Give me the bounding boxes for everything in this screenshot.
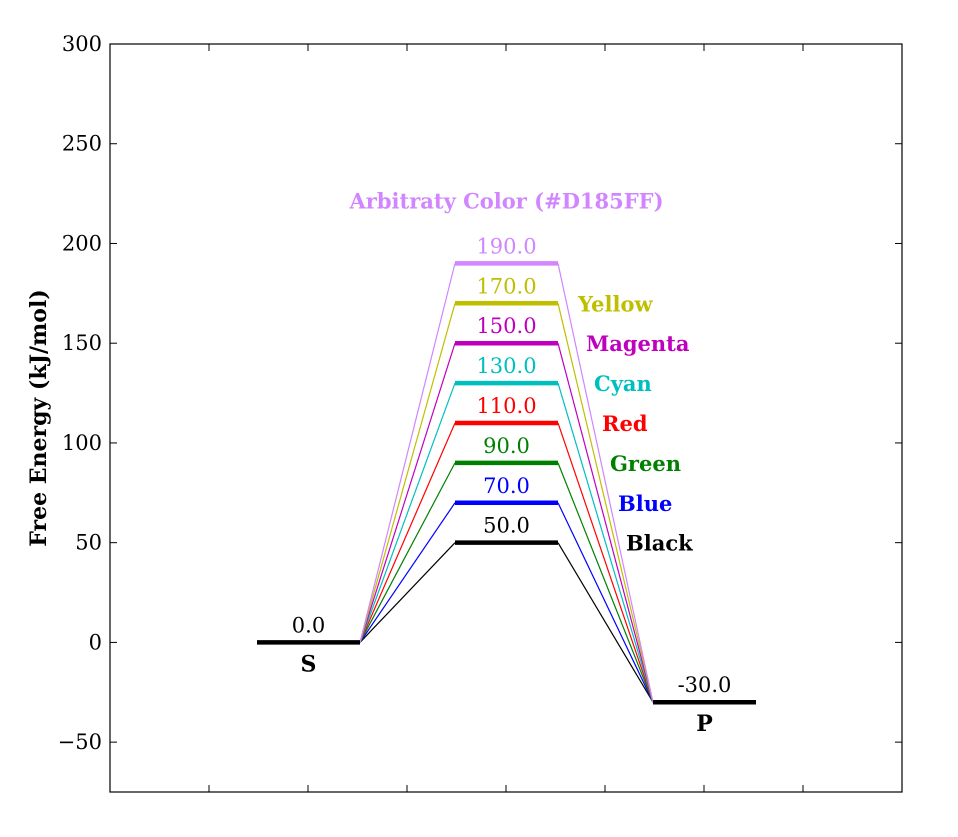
- transition-energy-label: 190.0: [476, 234, 536, 258]
- plot-frame: [109, 43, 903, 793]
- y-tick-label: 300: [62, 32, 102, 56]
- state-energy-label: -30.0: [678, 673, 732, 697]
- state-name-label: S: [301, 651, 317, 677]
- connector-line: [557, 303, 654, 703]
- y-tick-label: 50: [75, 531, 102, 555]
- series-label: Magenta: [586, 331, 690, 356]
- y-axis-ticks: −50 0 50 100 150 200 250 300: [58, 32, 902, 754]
- connector-line: [359, 382, 456, 643]
- energy-levels: [257, 261, 756, 705]
- y-axis-label: Free Energy (kJ/mol): [26, 289, 52, 546]
- connector-line: [359, 303, 456, 643]
- transition-energy-label: 170.0: [476, 274, 536, 298]
- y-tick-label: −50: [58, 730, 102, 754]
- connector-line: [557, 542, 654, 703]
- series-label: Yellow: [577, 291, 653, 316]
- connector-lines: [359, 263, 654, 703]
- y-tick-label: 100: [62, 431, 102, 455]
- connector-line: [359, 542, 456, 643]
- series-label: Cyan: [594, 371, 652, 396]
- connector-line: [557, 263, 654, 703]
- connector-line: [557, 422, 654, 703]
- y-tick-label: 0: [89, 630, 102, 654]
- y-tick-label: 150: [62, 331, 102, 355]
- connector-line: [359, 502, 456, 643]
- transition-energy-label: 50.0: [483, 514, 530, 538]
- series-label: Blue: [618, 491, 672, 516]
- connector-line: [359, 422, 456, 643]
- connector-line: [359, 263, 456, 643]
- transition-energy-label: 150.0: [476, 314, 536, 338]
- connector-line: [557, 502, 654, 703]
- transition-energy-label: 90.0: [483, 434, 530, 458]
- series-label: Arbitraty Color (#D185FF): [348, 188, 663, 213]
- series-label: Red: [602, 411, 648, 436]
- transition-energy-label: 130.0: [476, 354, 536, 378]
- connector-line: [359, 462, 456, 643]
- transition-energy-label: 70.0: [483, 474, 530, 498]
- connector-line: [557, 382, 654, 703]
- series-label: Black: [626, 531, 693, 556]
- transition-energy-label: 110.0: [476, 394, 536, 418]
- state-name-label: P: [696, 711, 713, 737]
- y-tick-label: 250: [62, 132, 102, 156]
- connector-line: [557, 343, 654, 703]
- y-tick-label: 200: [62, 231, 102, 255]
- connector-line: [359, 343, 456, 643]
- connector-line: [557, 462, 654, 703]
- energy-labels: 0.0 S -30.0 P 50.0 Black 70.0 Blue 90.0 Green 110.…: [292, 188, 732, 737]
- x-axis-ticks: [208, 44, 804, 792]
- series-label: Green: [610, 451, 681, 476]
- state-energy-label: 0.0: [292, 613, 325, 637]
